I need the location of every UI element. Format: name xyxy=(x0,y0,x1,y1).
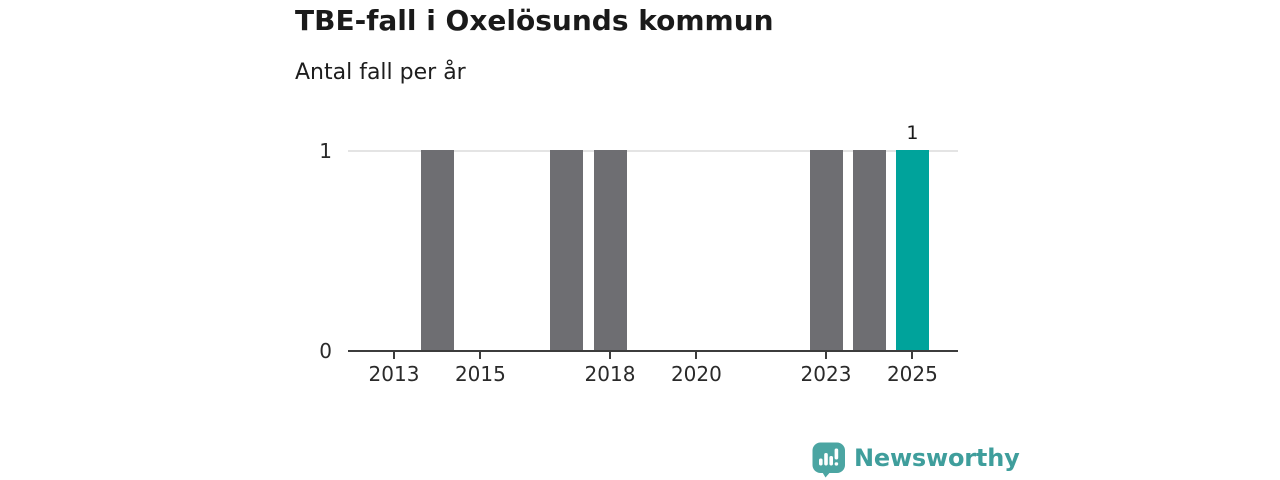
x-tick-label-2025: 2025 xyxy=(886,362,938,386)
gridline-y1 xyxy=(348,150,958,152)
x-tick-2023 xyxy=(825,352,827,359)
plot-area: 2013 2015 2018 2020 2023 2025 1 xyxy=(348,122,958,386)
x-tick-2015 xyxy=(479,352,482,359)
x-tick-label-2018: 2018 xyxy=(584,362,636,386)
x-tick-2013 xyxy=(393,352,395,359)
x-tick-label-2015: 2015 xyxy=(454,362,506,386)
x-tick-2018 xyxy=(609,352,611,359)
value-label-2025: 1 xyxy=(906,122,919,144)
y-tick-label-0: 0 xyxy=(319,339,332,363)
x-tick-label-2020: 2020 xyxy=(670,362,722,386)
bar-2023 xyxy=(809,150,843,350)
newsworthy-logo-text: Newsworthy xyxy=(854,444,1020,472)
bar-2014 xyxy=(420,150,454,350)
x-tick-2025 xyxy=(911,352,914,359)
x-tick-label-2023: 2023 xyxy=(800,362,852,386)
x-axis-line xyxy=(348,350,958,352)
chart-title: TBE-fall i Oxelösunds kommun xyxy=(295,4,774,37)
y-tick-label-1: 1 xyxy=(319,139,332,163)
bar-2017 xyxy=(550,150,584,350)
bar-2024 xyxy=(852,150,886,350)
bar-2018 xyxy=(593,150,627,350)
newsworthy-speech-bubble-bar-chart-icon xyxy=(812,442,845,478)
chart-subtitle: Antal fall per år xyxy=(295,60,466,85)
newsworthy-logo: Newsworthy xyxy=(812,442,1020,478)
x-tick-2020 xyxy=(695,352,698,359)
x-tick-label-2013: 2013 xyxy=(368,362,420,386)
bar-2025 xyxy=(895,150,929,350)
